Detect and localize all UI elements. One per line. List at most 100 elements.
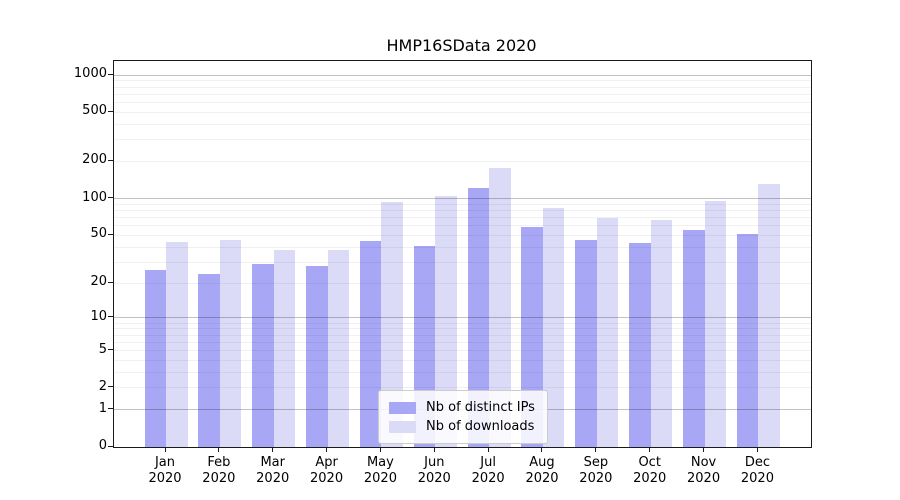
- x-tick-label: Jan 2020: [148, 455, 182, 486]
- y-tick-mark: [108, 110, 113, 112]
- y-tick-mark: [108, 316, 113, 318]
- gridline-minor: [114, 139, 811, 141]
- bar-ips-dec: [736, 234, 759, 447]
- y-tick-mark: [108, 386, 113, 388]
- y-tick-label: 50: [90, 226, 107, 242]
- x-tick-mark: [756, 447, 758, 452]
- y-tick-mark: [108, 73, 113, 75]
- bar-downloads-mar: [273, 249, 296, 447]
- bar-ips-oct: [629, 243, 651, 447]
- gridline-minor: [114, 209, 811, 211]
- bar-downloads-sep: [596, 217, 619, 447]
- chart-title: HMP16SData 2020: [386, 36, 537, 55]
- y-tick-mark: [108, 408, 113, 410]
- gridline-minor: [114, 123, 811, 125]
- legend: Nb of distinct IPs Nb of downloads: [378, 390, 548, 444]
- y-tick-label: 100: [82, 189, 107, 205]
- gridline-major: [114, 74, 811, 76]
- gridline-minor: [114, 80, 811, 82]
- x-tick-mark: [326, 447, 328, 452]
- gridline-minor: [114, 234, 811, 236]
- y-tick-label: 10: [90, 308, 107, 324]
- y-tick-mark: [108, 281, 113, 283]
- gridline-minor: [114, 160, 811, 162]
- gridline-minor: [114, 102, 811, 103]
- x-tick-mark: [649, 447, 651, 452]
- x-tick-mark: [487, 447, 489, 452]
- x-tick-mark: [703, 447, 705, 452]
- bar-downloads-dec: [758, 184, 780, 447]
- y-tick-label: 20: [90, 274, 107, 290]
- gridline-minor: [114, 282, 811, 284]
- x-tick-label: Oct 2020: [633, 455, 667, 486]
- x-tick-label: Nov 2020: [687, 455, 721, 486]
- y-tick-mark: [108, 349, 113, 351]
- bar-downloads-jan: [166, 242, 188, 447]
- gridline-minor: [114, 217, 811, 218]
- gridline-minor: [114, 93, 811, 95]
- bar-ips-jul: [467, 187, 490, 447]
- legend-label: Nb of distinct IPs: [426, 400, 535, 415]
- x-tick-label: Jul 2020: [471, 455, 505, 486]
- x-tick-label: Sep 2020: [579, 455, 613, 486]
- y-tick-label: 2: [98, 378, 107, 394]
- bar-ips-feb: [198, 273, 220, 447]
- legend-row: Nb of downloads: [389, 417, 535, 436]
- gridline-minor: [114, 322, 811, 324]
- legend-swatch-ips: [389, 401, 416, 414]
- bar-ips-may: [359, 240, 382, 447]
- gridline-minor: [114, 387, 811, 389]
- bar-ips-mar: [252, 263, 274, 447]
- gridline-major: [114, 198, 811, 200]
- y-tick-mark: [108, 233, 113, 235]
- x-tick-mark: [541, 447, 543, 452]
- y-tick-mark: [108, 197, 113, 199]
- y-tick-label: 1: [98, 400, 107, 416]
- x-tick-label: Jun 2020: [417, 455, 451, 486]
- x-tick-mark: [379, 447, 381, 452]
- gridline-minor: [114, 334, 811, 336]
- gridline-minor: [114, 359, 811, 361]
- gridline-minor: [114, 341, 811, 343]
- x-tick-mark: [164, 447, 166, 452]
- legend-row: Nb of distinct IPs: [389, 398, 535, 417]
- bar-ips-apr: [306, 265, 328, 447]
- x-tick-label: Dec 2020: [740, 455, 774, 486]
- gridline-minor: [114, 261, 811, 263]
- bar-downloads-feb: [219, 239, 242, 447]
- gridline-minor: [114, 86, 811, 88]
- y-tick-label: 200: [82, 152, 107, 168]
- bar-ips-jan: [144, 269, 166, 447]
- x-tick-mark: [218, 447, 220, 452]
- bar-downloads-jul: [489, 167, 511, 447]
- bar-downloads-aug: [542, 208, 565, 447]
- bar-downloads-apr: [327, 249, 350, 447]
- y-tick-label: 0: [98, 438, 107, 453]
- y-tick-mark: [108, 159, 113, 161]
- y-tick-mark: [108, 445, 113, 447]
- bar-ips-nov: [683, 230, 705, 447]
- x-tick-mark: [433, 447, 435, 452]
- gridline-minor: [114, 225, 811, 227]
- x-tick-mark: [595, 447, 597, 452]
- gridline-minor: [114, 371, 811, 373]
- bar-ips-sep: [575, 239, 597, 447]
- y-tick-label: 1000: [73, 66, 107, 82]
- gridline-minor: [114, 328, 811, 330]
- legend-label: Nb of downloads: [426, 419, 535, 434]
- x-tick-label: Mar 2020: [256, 455, 290, 486]
- gridline-minor: [114, 203, 811, 205]
- x-tick-label: Apr 2020: [310, 455, 344, 486]
- gridline-minor: [114, 111, 811, 113]
- gridline-minor: [114, 350, 811, 352]
- bar-downloads-oct: [650, 219, 673, 447]
- legend-swatch-downloads: [389, 420, 416, 433]
- y-tick-label: 500: [82, 103, 107, 119]
- bar-downloads-jun: [435, 196, 457, 447]
- gridline-minor: [114, 246, 811, 248]
- gridline-major: [114, 317, 811, 319]
- bar-downloads-may: [381, 201, 403, 447]
- x-tick-label: May 2020: [363, 455, 397, 486]
- x-tick-label: Aug 2020: [525, 455, 559, 486]
